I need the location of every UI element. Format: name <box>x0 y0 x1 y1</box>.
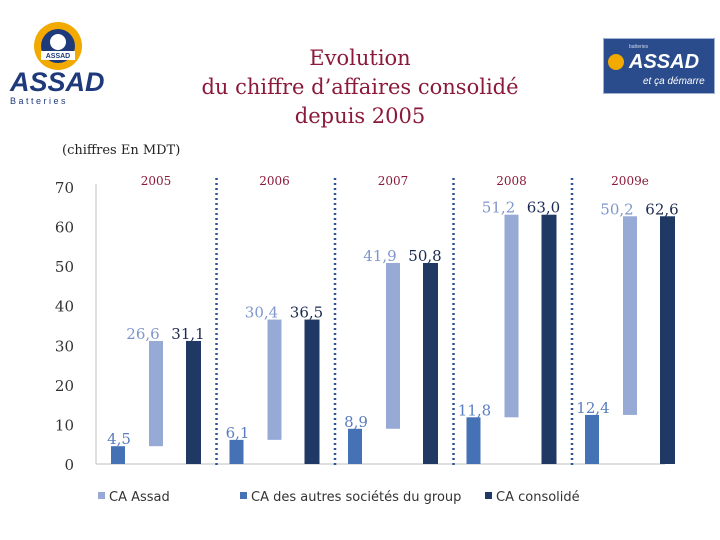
bar-autres-2009e <box>585 414 599 464</box>
bar-assad-2005 <box>149 340 163 447</box>
legend-item-autres: CA des autres sociétés du group <box>240 490 461 505</box>
bar-consolide-2008 <box>541 214 557 464</box>
legend-swatch-consolide <box>485 492 492 499</box>
bar-assad-2006 <box>267 319 282 440</box>
legend-swatch-assad <box>98 492 105 499</box>
y-axis: 0 10 20 30 40 50 60 70 <box>55 179 665 474</box>
bar-consolide-2009e <box>660 216 675 464</box>
data-label-consolide-2009e: 62,6 <box>645 200 678 218</box>
year-label-2009e: 2009e <box>611 174 649 188</box>
legend-swatch-autres <box>240 492 247 499</box>
bar-assad-2007 <box>386 262 400 429</box>
data-label-assad-2007: 41,9 <box>363 247 396 265</box>
data-label-consolide-2006: 36,5 <box>290 304 323 322</box>
y-tick-label: 60 <box>55 219 74 237</box>
logo-right-slogan: et ça démarre <box>643 76 705 87</box>
logo-emblem-text: ASSAD <box>46 53 71 60</box>
year-label-2007: 2007 <box>378 174 409 188</box>
bar-assad-2008 <box>504 214 519 418</box>
y-tick-label: 50 <box>55 258 74 276</box>
year-label-2008: 2008 <box>496 174 527 188</box>
year-label-2006: 2006 <box>259 174 290 188</box>
data-label-autres-2009e: 12,4 <box>576 399 609 417</box>
data-label-autres-2005: 4,5 <box>107 430 131 448</box>
bars <box>111 214 675 464</box>
chart-title: Evolution du chiffre d’affaires consolid… <box>170 44 550 131</box>
data-label-assad-2008: 51,2 <box>482 199 515 217</box>
assad-logo: ASSAD ASSAD B a t t e r i e s <box>9 22 105 106</box>
bar-autres-2006 <box>229 439 244 464</box>
logo-tagline: B a t t e r i e s <box>10 96 66 106</box>
legend-item-consolide: CA consolidé <box>485 490 580 505</box>
data-label-autres-2007: 8,9 <box>344 413 368 431</box>
units-note: (chiffres En MDT) <box>62 143 181 158</box>
data-label-consolide-2005: 31,1 <box>171 325 204 343</box>
bar-autres-2005 <box>111 446 125 464</box>
logo-emblem-banner <box>41 51 75 60</box>
legend-label-assad: CA Assad <box>109 490 170 505</box>
logo-emblem-figure <box>50 34 66 50</box>
data-label-assad-2005: 26,6 <box>126 325 159 343</box>
year-labels: 2005 2006 2007 2008 2009e <box>141 174 649 188</box>
title-line-1: Evolution <box>309 46 411 70</box>
data-label-autres-2006: 6,1 <box>226 424 250 442</box>
year-label-2005: 2005 <box>141 174 172 188</box>
data-label-assad-2006: 30,4 <box>245 304 278 322</box>
year-separators <box>215 178 574 468</box>
legend-item-assad: CA Assad <box>98 490 170 505</box>
logo-right-small: batteries <box>629 44 649 50</box>
bar-consolide-2007 <box>423 262 438 464</box>
data-label-assad-2009e: 50,2 <box>600 200 633 218</box>
y-tick-label: 40 <box>55 298 74 316</box>
y-tick-label: 70 <box>55 179 74 197</box>
y-tick-label: 30 <box>55 337 74 355</box>
title-line-2: du chiffre d’affaires consolidé <box>201 75 519 99</box>
data-label-consolide-2007: 50,8 <box>408 247 441 265</box>
y-tick-label: 20 <box>55 377 74 395</box>
assad-slogan-logo: batteries ASSAD et ça démarre <box>603 38 715 94</box>
title-line-3: depuis 2005 <box>294 104 426 128</box>
logo-brand-text: ASSAD <box>9 67 105 97</box>
logo-right-emblem <box>608 54 624 70</box>
legend-label-consolide: CA consolidé <box>496 490 580 505</box>
data-label-autres-2008: 11,8 <box>458 401 491 419</box>
y-tick-label: 10 <box>55 416 74 434</box>
bar-autres-2007 <box>348 428 362 464</box>
data-labels: 4,5 26,6 31,1 6,1 30,4 36,5 8,9 41,9 50,8 11,8 51,… <box>107 199 679 448</box>
bar-consolide-2006 <box>304 319 320 464</box>
bar-consolide-2005 <box>186 340 201 464</box>
legend-label-autres: CA des autres sociétés du group <box>251 490 462 505</box>
y-tick-label: 0 <box>64 456 74 474</box>
bar-assad-2009e <box>623 216 637 415</box>
data-label-consolide-2008: 63,0 <box>527 199 560 217</box>
bar-autres-2008 <box>466 417 481 464</box>
logo-right-brand: ASSAD <box>628 51 699 73</box>
